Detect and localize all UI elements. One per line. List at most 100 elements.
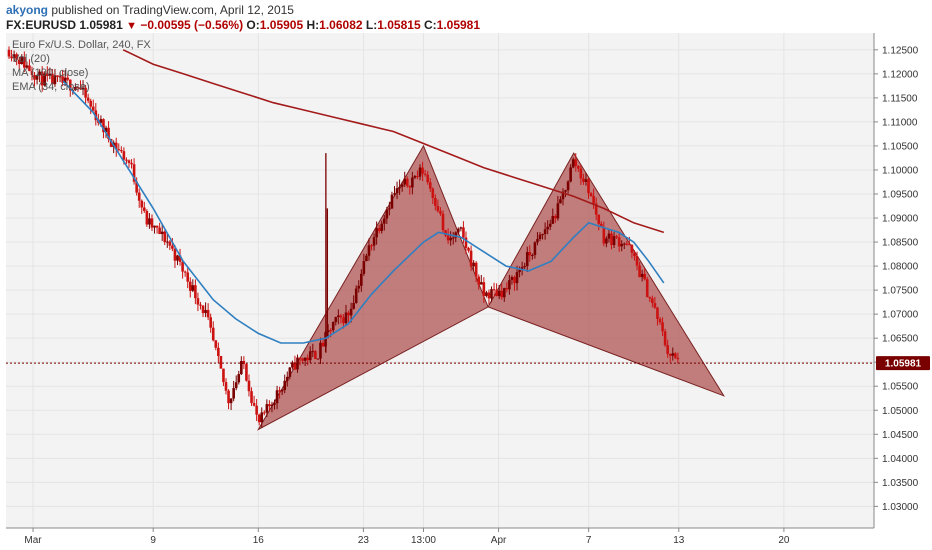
price-tick-label: 1.06500: [882, 334, 919, 345]
price-tick-label: 1.12500: [882, 45, 919, 56]
candle-body: [81, 87, 85, 90]
candle-body: [194, 285, 197, 299]
candle-body: [362, 261, 366, 274]
candle-body: [280, 389, 284, 392]
candle-body: [556, 203, 560, 219]
open-value: 1.05905: [259, 18, 304, 32]
legend-ma[interactable]: MA (100, close): [12, 67, 88, 79]
candle-body: [367, 245, 371, 256]
candle-body: [628, 243, 631, 245]
time-tick-label: Apr: [491, 535, 507, 546]
candle-body: [337, 315, 340, 318]
candle-body: [658, 318, 662, 323]
candle-body: [531, 255, 534, 257]
candle-body: [546, 226, 549, 230]
candle-body: [319, 342, 322, 359]
candle-body: [413, 175, 417, 178]
candle-body: [421, 167, 424, 174]
candle-body: [214, 340, 218, 348]
candle-body: [63, 77, 67, 83]
candle-body: [242, 360, 246, 365]
time-axis[interactable]: [6, 528, 874, 548]
candle-body: [643, 273, 646, 280]
candle-body: [482, 282, 486, 296]
legend: Euro Fx/U.S. Dollar, 240, FX Vol (20) MA…: [12, 39, 151, 93]
candle-body: [617, 237, 621, 247]
legend-vol[interactable]: Vol (20): [12, 53, 50, 65]
price-tick-label: 1.05500: [882, 382, 919, 393]
candle-body: [551, 216, 555, 224]
candle-body: [666, 345, 669, 354]
price-tick-label: 1.11500: [882, 93, 918, 104]
candle-body: [663, 331, 667, 346]
candle-body: [505, 288, 509, 290]
candle-body: [227, 390, 230, 404]
candle-body: [143, 207, 146, 211]
symbol-label[interactable]: FX:EURUSD: [6, 18, 77, 32]
candle-body: [311, 351, 315, 353]
candle-body: [502, 288, 506, 298]
candle-body: [168, 241, 172, 246]
author-link[interactable]: akyong: [6, 3, 49, 17]
candle-body: [638, 265, 641, 278]
candle-body: [541, 234, 544, 236]
candle-body: [640, 273, 644, 278]
candle-body: [676, 357, 680, 360]
candle-body: [566, 181, 570, 191]
candle-body: [222, 368, 225, 383]
candle-body: [148, 218, 151, 225]
candle-body: [204, 309, 207, 314]
candle-body: [301, 358, 304, 361]
candle-body: [130, 162, 133, 165]
candle-body: [245, 364, 248, 381]
candle-body: [360, 273, 363, 286]
candle-body: [388, 208, 391, 210]
legend-ema[interactable]: EMA (34, close): [12, 81, 90, 93]
candle-body: [571, 159, 575, 168]
candle-body: [66, 77, 70, 80]
candle-body: [10, 56, 13, 59]
price-axis[interactable]: [874, 33, 932, 528]
candle-body: [594, 203, 598, 215]
candle-body: [316, 358, 320, 360]
legend-instrument: Euro Fx/U.S. Dollar, 240, FX: [12, 39, 151, 51]
candle-body: [155, 225, 159, 228]
candle-body: [86, 97, 90, 101]
candle-body: [104, 127, 108, 133]
candle-body: [137, 192, 141, 201]
candle-body: [270, 404, 274, 407]
candle-body: [564, 190, 567, 192]
candle-body: [610, 233, 613, 246]
candle-body: [107, 127, 110, 140]
candle-body: [219, 355, 223, 369]
candle-body: [393, 193, 396, 195]
candle-body: [574, 159, 578, 166]
candle-body: [375, 228, 378, 238]
candle-body: [635, 256, 639, 266]
candle-body: [446, 235, 450, 241]
candle-body: [474, 262, 478, 277]
published-text: published on TradingView.com, April 12, …: [51, 3, 294, 17]
candle-body: [372, 237, 376, 246]
candle-body: [622, 243, 626, 245]
candle-body: [520, 266, 524, 270]
candle-body: [188, 281, 192, 291]
candle-body: [525, 252, 529, 267]
candlesticks: [7, 46, 680, 428]
candle-body: [12, 54, 16, 59]
candle-body: [625, 243, 629, 245]
candle-body: [56, 75, 59, 77]
candle-body: [587, 179, 590, 194]
candle-body: [84, 87, 87, 98]
candle-body: [15, 54, 18, 60]
price-tick-label: 1.10500: [882, 141, 919, 152]
candle-body: [283, 380, 287, 390]
candle-body: [418, 167, 422, 177]
time-tick-label: 13:00: [411, 535, 436, 546]
candle-body: [523, 266, 526, 268]
candle-body: [145, 210, 149, 225]
candle-body: [209, 317, 212, 328]
change-value: −0.00595 (−0.56%): [140, 18, 244, 32]
candle-body: [459, 227, 463, 229]
